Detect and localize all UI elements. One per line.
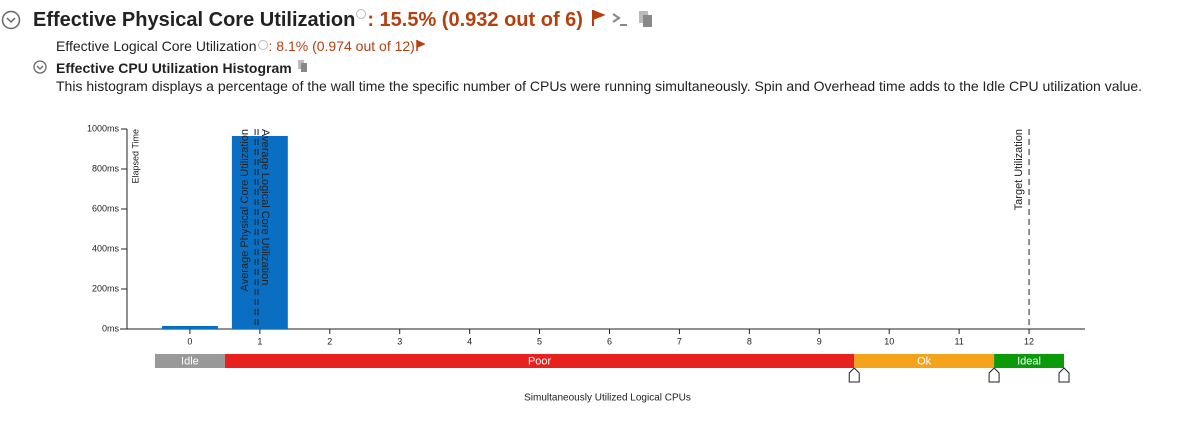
help-icon[interactable]	[355, 8, 367, 20]
quality-band	[154, 354, 225, 368]
y-tick-label: 0ms	[102, 323, 120, 333]
x-tick-label: 7	[677, 336, 682, 346]
threshold-handle[interactable]	[1058, 367, 1070, 383]
quality-band	[224, 354, 855, 368]
quality-band	[854, 354, 995, 368]
y-tick-label: 200ms	[92, 283, 120, 293]
x-tick-label: 5	[537, 336, 542, 346]
marker-label: Average Logical Core Utilization	[259, 129, 271, 285]
title-value: : 15.5% (0.932 out of 6)	[367, 9, 583, 31]
x-tick-label: 8	[747, 336, 752, 346]
x-axis-label: Simultaneously Utilized Logical CPUs	[524, 393, 691, 404]
y-axis-label: Elapsed Time	[130, 129, 140, 184]
title: Effective Physical Core Utilization	[33, 9, 356, 31]
x-tick-label: 4	[467, 336, 472, 346]
threshold-handle[interactable]	[988, 367, 1000, 383]
toolbar-icons[interactable]	[589, 8, 659, 28]
x-tick-label: 12	[1024, 336, 1034, 346]
x-tick-label: 11	[954, 336, 963, 346]
copy-icon[interactable]	[296, 59, 310, 73]
bar	[231, 136, 288, 329]
marker-label: Target Utilization	[1013, 129, 1025, 210]
threshold-handle[interactable]	[848, 367, 860, 383]
x-tick-label: 1	[257, 336, 262, 346]
y-tick-label: 400ms	[92, 243, 120, 253]
x-tick-label: 2	[327, 336, 332, 346]
x-tick-label: 6	[607, 336, 612, 346]
x-tick-label: 10	[884, 336, 894, 346]
sub-label: Effective Logical Core Utilization	[56, 38, 257, 54]
collapse-icon[interactable]	[32, 59, 48, 75]
description: This histogram displays a percentage of …	[56, 78, 1143, 94]
bar	[161, 326, 218, 329]
sub-value: : 8.1% (0.974 out of 12)	[268, 38, 415, 54]
collapse-icon[interactable]	[0, 9, 24, 33]
quality-band-label: Ideal	[1017, 355, 1041, 367]
quality-band-label: Ok	[917, 355, 932, 367]
marker-label: Average Physical Core Utilization	[239, 129, 251, 291]
y-tick-label: 600ms	[92, 203, 120, 213]
flag-icon	[416, 40, 426, 51]
header-line: Effective Physical Core Utilization : 15.…	[33, 8, 659, 32]
x-tick-label: 9	[817, 336, 822, 346]
sub-line: Effective Logical Core Utilization : 8.1%…	[56, 38, 426, 54]
x-tick-label: 0	[187, 336, 192, 346]
quality-band-label: Idle	[181, 355, 199, 367]
y-tick-label: 1000ms	[87, 123, 120, 133]
help-icon[interactable]	[257, 39, 269, 51]
y-tick-label: 800ms	[92, 163, 120, 173]
x-tick-label: 3	[397, 336, 402, 346]
quality-band-label: Poor	[528, 355, 552, 367]
section-line: Effective CPU Utilization Histogram	[56, 59, 310, 76]
quality-band	[994, 354, 1065, 368]
section-title: Effective CPU Utilization Histogram	[56, 60, 292, 76]
